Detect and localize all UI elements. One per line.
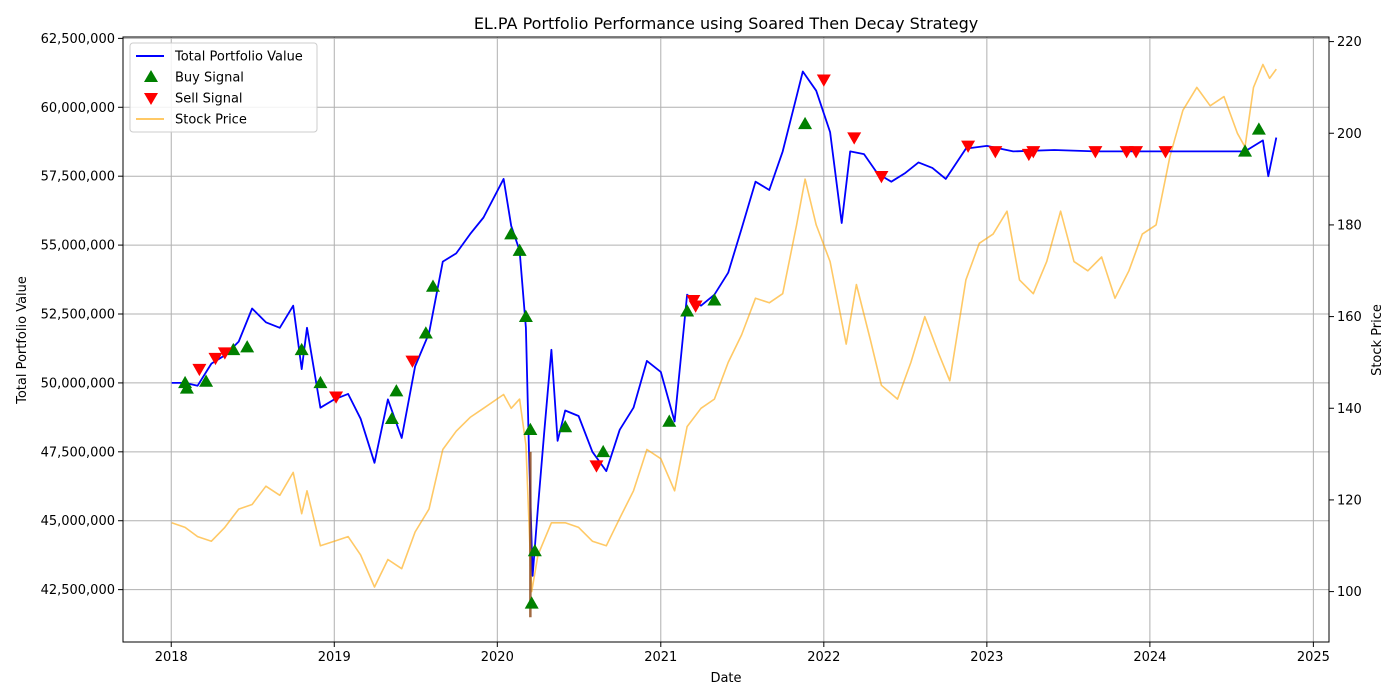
y-tick-label: 57,500,000 [41,170,115,185]
y-axis-left: 42,500,000 45,000,000 47,500,000 50,000,000… [41,32,123,598]
buy-signal-marker [313,375,328,389]
legend: Total Portfolio Value Buy Signal Sell Sign… [129,42,318,133]
stock-price-layer [171,63,1277,593]
x-tick-label: 2023 [970,650,1003,665]
x-tick-label: 2025 [1297,650,1330,665]
sell-signal-marker [217,347,232,360]
x-tick-label: 2024 [1133,650,1166,665]
y2-tick-label: 200 [1337,127,1362,142]
y2-tick-label: 100 [1337,585,1362,600]
legend-swatch [144,93,158,105]
legend-label: Stock Price [175,113,247,128]
sell-signal-marker [1129,146,1144,159]
y-tick-label: 50,000,000 [41,376,115,391]
buy-signal-marker [294,342,309,356]
buy-signal-marker [226,342,241,356]
sell-signal-marker [405,355,420,368]
sell-signal-marker [329,391,344,404]
y2-tick-label: 160 [1337,310,1362,325]
legend-swatch [144,70,158,82]
buy-signal-marker [596,444,611,458]
y-axis-title: Total Portfolio Value [15,276,30,405]
sell-signal-marker [1158,146,1173,159]
buy-signal-marker [179,381,194,394]
x-axis: 2018 2019 2020 2021 2022 2023 2024 2025 [155,642,1330,665]
legend-box [129,42,318,133]
buy-signal-marker [389,384,404,397]
y-tick-label: 52,500,000 [41,308,115,323]
buy-signal-marker [384,411,399,424]
buy-signal-marker [512,243,527,256]
y-tick-label: 55,000,000 [41,239,115,254]
y2-tick-label: 180 [1337,218,1362,233]
buy-signal-marker [418,326,433,339]
sell-signal-marker [847,132,862,145]
sell-signal-marker [1026,146,1041,159]
y-tick-label: 47,500,000 [41,445,115,460]
sell-signal-marker [192,363,207,377]
buy-signal-marker [798,116,813,130]
buy-signal-marker [558,420,573,433]
stock-price-line [171,63,1277,593]
sell-signal-marker [988,146,1003,159]
legend-label: Total Portfolio Value [174,50,303,65]
buy-signal-marker [527,544,542,557]
buy-signal-marker [662,414,677,427]
sell-signal-marker [961,140,976,153]
sell-signal-marker [589,460,604,473]
y-tick-label: 60,000,000 [41,101,115,116]
y2-axis-title: Stock Price [1370,304,1385,376]
buy-signal-marker [523,422,538,436]
y-axis-right: 100 120 140 160 180 200 220 [1329,35,1362,600]
buy-signal-marker [707,293,722,306]
buy-signal-marker [518,309,533,323]
buy-signal-marker [524,596,539,609]
y-tick-label: 62,500,000 [41,32,115,47]
buy-signal-marker [425,279,440,292]
sell-signal-marker [208,352,223,366]
y-tick-label: 45,000,000 [41,514,115,529]
x-tick-label: 2022 [807,650,840,665]
y2-tick-label: 140 [1337,402,1362,417]
sell-signal-marker [1119,146,1134,159]
buy-signal-marker [1251,122,1266,135]
x-tick-label: 2018 [155,650,188,665]
buy-signal-marker [504,227,519,240]
sell-signal-marker [874,170,889,184]
grid [123,37,1329,642]
x-tick-label: 2020 [481,650,514,665]
sell-signal-marker [688,300,703,313]
y-tick-label: 42,500,000 [41,583,115,598]
sell-signal-marker [816,74,831,87]
y2-tick-label: 120 [1337,493,1362,508]
x-axis-title: Date [710,671,741,686]
buy-signal-marker [199,374,214,387]
buy-signal-marker [240,340,255,353]
legend-label: Sell Signal [175,92,243,107]
x-tick-label: 2019 [318,650,351,665]
buy-signal-marker [1238,144,1253,157]
chart-title: EL.PA Portfolio Performance using Soared… [474,14,978,33]
x-tick-label: 2021 [644,650,677,665]
signal-markers [178,74,1266,609]
sell-signal-marker [1088,146,1103,159]
y2-tick-label: 220 [1337,35,1362,50]
plot-frame [122,36,1330,643]
buy-signal-marker [680,304,695,317]
legend-label: Buy Signal [175,71,244,86]
